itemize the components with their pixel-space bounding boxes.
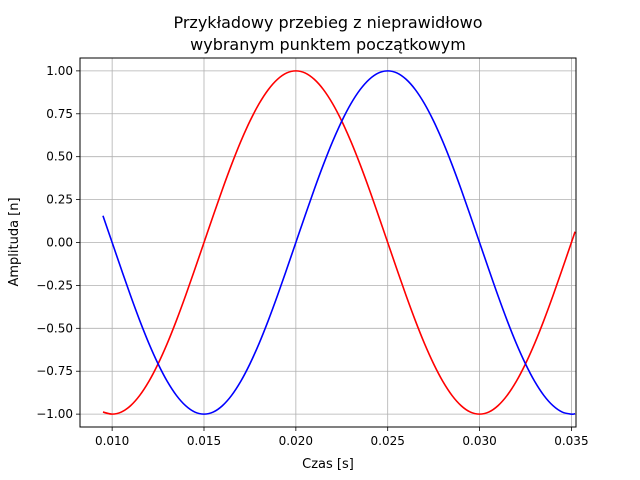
y-tick-label: −0.75	[36, 364, 73, 378]
x-tick-label: 0.035	[554, 434, 588, 448]
y-tick-label: −1.00	[36, 407, 73, 421]
y-axis: −1.00 −0.75 −0.50 −0.25 0.00 0.25 0.50 0.75 1.00	[36, 64, 80, 421]
x-tick-label: 0.030	[462, 434, 496, 448]
y-tick-label: 0.25	[46, 193, 73, 207]
x-tick-label: 0.025	[371, 434, 405, 448]
y-tick-label: 1.00	[46, 64, 73, 78]
plot-lines	[102, 70, 576, 416]
chart-title-line-1: Przykładowy przebieg z nieprawidłowo	[173, 13, 482, 32]
x-tick-label: 0.010	[95, 434, 129, 448]
y-axis-label: Amplituda [n]	[7, 197, 22, 286]
x-axis: 0.010 0.015 0.020 0.025 0.030 0.035	[95, 427, 589, 448]
y-tick-label: 0.00	[46, 236, 73, 250]
y-tick-label: −0.50	[36, 321, 73, 335]
series-line-2	[102, 70, 576, 416]
y-tick-label: 0.50	[46, 150, 73, 164]
x-axis-label: Czas [s]	[302, 457, 354, 472]
x-tick-label: 0.020	[279, 434, 313, 448]
x-tick-label: 0.015	[187, 434, 221, 448]
chart-title-line-2: wybranym punktem początkowym	[190, 35, 466, 54]
y-tick-label: −0.25	[36, 278, 73, 292]
y-tick-label: 0.75	[46, 107, 73, 121]
